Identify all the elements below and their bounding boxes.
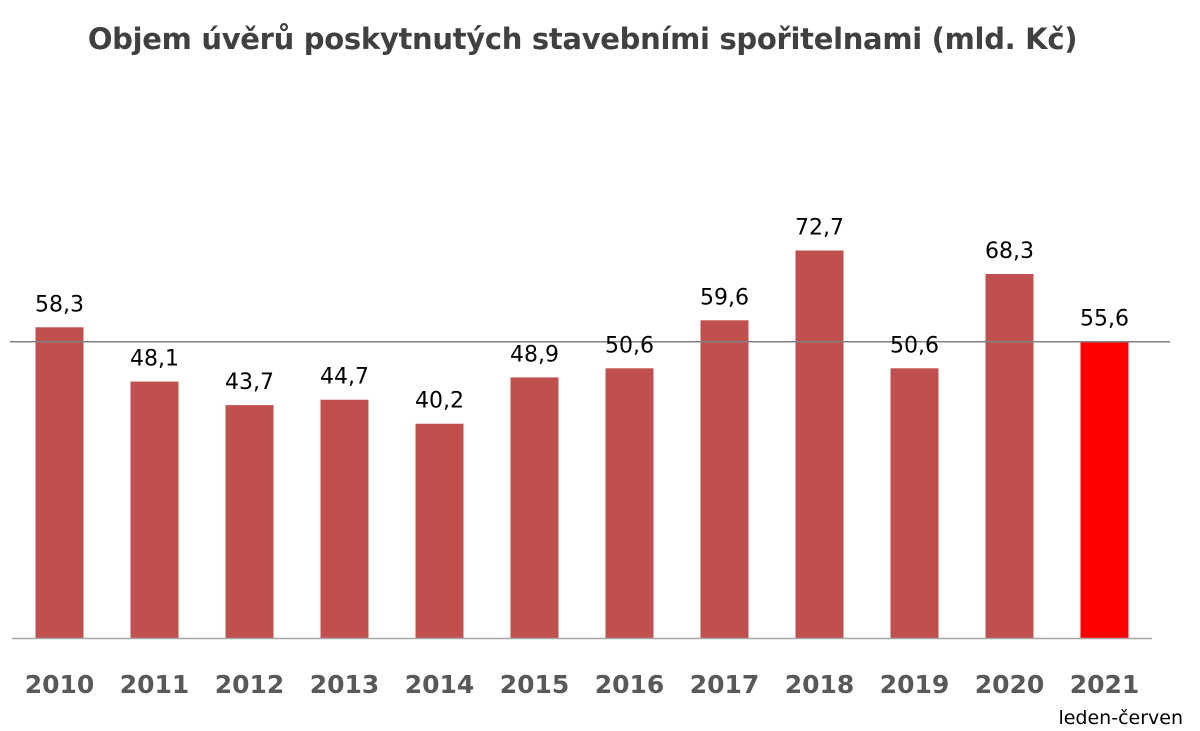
value-label-2012: 43,7 xyxy=(225,370,274,395)
x-tick-2010: 2010 xyxy=(25,670,95,699)
bar-2021 xyxy=(1080,341,1129,638)
value-label-2016: 50,6 xyxy=(605,333,654,358)
bars-layer xyxy=(35,250,1129,638)
value-label-2017: 59,6 xyxy=(700,285,749,310)
value-label-2018: 72,7 xyxy=(795,216,844,241)
bar-2010 xyxy=(35,327,84,638)
value-label-2015: 48,9 xyxy=(510,342,559,367)
x-tick-2011: 2011 xyxy=(120,670,190,699)
value-label-2020: 68,3 xyxy=(985,239,1034,264)
bar-2011 xyxy=(130,381,179,638)
chart-title: Objem úvěrů poskytnutých stavebními spoř… xyxy=(87,22,1078,56)
category-note: leden-červen xyxy=(1058,707,1183,729)
bar-2013 xyxy=(320,399,369,638)
value-label-2021: 55,6 xyxy=(1080,307,1129,332)
x-tick-2018: 2018 xyxy=(785,670,855,699)
bar-2015 xyxy=(510,377,559,638)
bar-2019 xyxy=(890,368,939,638)
bar-2017 xyxy=(700,320,749,638)
x-tick-2021: 2021 xyxy=(1070,670,1140,699)
x-tick-2019: 2019 xyxy=(880,670,950,699)
x-tick-2014: 2014 xyxy=(405,670,475,699)
value-label-2010: 58,3 xyxy=(35,292,84,317)
x-tick-2017: 2017 xyxy=(690,670,760,699)
x-tick-2016: 2016 xyxy=(595,670,665,699)
bar-2014 xyxy=(415,423,464,638)
bar-2012 xyxy=(225,405,274,638)
bar-2018 xyxy=(795,250,844,638)
bar-2016 xyxy=(605,368,654,638)
x-tick-2012: 2012 xyxy=(215,670,285,699)
value-label-2019: 50,6 xyxy=(890,333,939,358)
value-label-2013: 44,7 xyxy=(320,365,369,390)
x-tick-2013: 2013 xyxy=(310,670,380,699)
x-tick-2015: 2015 xyxy=(500,670,570,699)
bar-2020 xyxy=(985,274,1034,638)
x-tick-labels-layer: 2010 2011 2012 2013 2014 2015 2016 2017 2018 2019… xyxy=(25,670,1140,699)
x-tick-2020: 2020 xyxy=(975,670,1045,699)
value-label-2014: 40,2 xyxy=(415,389,464,414)
value-labels-layer: 58,3 48,1 43,7 44,7 40,2 48,9 50,6 59,6 72,7 50,6… xyxy=(35,216,1129,414)
value-label-2011: 48,1 xyxy=(130,347,179,372)
